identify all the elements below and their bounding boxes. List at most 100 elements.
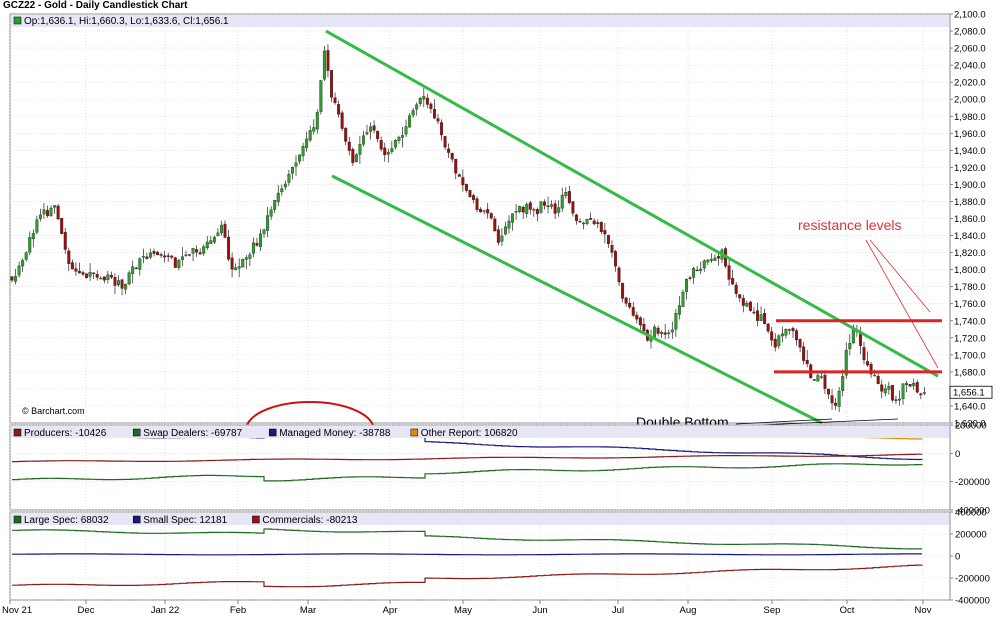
candle-body	[851, 329, 855, 344]
candle-body	[81, 272, 85, 275]
candle-body	[344, 127, 348, 142]
candle-body	[486, 209, 490, 214]
candle-body	[841, 376, 845, 391]
candle-body	[216, 232, 220, 236]
candle-body	[14, 276, 18, 282]
candle-body	[219, 224, 223, 234]
candle-body	[571, 201, 575, 214]
candle-body	[177, 259, 181, 268]
candle-body	[617, 267, 621, 283]
candle-body	[699, 268, 703, 271]
candle-body	[557, 207, 561, 213]
candle-body	[922, 392, 926, 394]
candle-body	[681, 291, 685, 307]
candle-body	[898, 398, 901, 401]
last-price-tag-box	[949, 385, 993, 399]
ohlc-legend-swatch	[13, 16, 22, 25]
candle-body	[585, 219, 589, 224]
cot-legend-label: Managed Money: -38788	[279, 428, 391, 439]
candle-body	[624, 297, 628, 304]
cot-tick-label: -200000	[955, 477, 990, 488]
candle-body	[390, 148, 394, 152]
cot-tick-label: 0	[955, 449, 960, 460]
cot-tick-label: -200000	[955, 574, 990, 585]
candle-body	[49, 207, 53, 216]
candle-body	[109, 274, 113, 278]
x-tick-label: Mar	[300, 605, 316, 616]
candle-body	[326, 50, 330, 71]
candle-body	[163, 255, 167, 258]
x-tick-label: Nov 21	[2, 605, 32, 616]
candle-body	[248, 254, 252, 259]
candle-body	[301, 145, 305, 157]
cot-panel-1-legend-bar	[11, 426, 949, 438]
candle-body	[564, 192, 568, 197]
candle-body	[322, 50, 326, 80]
candle-body	[450, 153, 454, 160]
candle-body	[418, 98, 422, 105]
candle-body	[88, 272, 92, 277]
candle-body	[188, 254, 191, 256]
candle-body	[599, 221, 603, 233]
candle-body	[915, 382, 919, 393]
candle-body	[535, 209, 539, 215]
candle-body	[262, 229, 266, 234]
candle-body	[148, 252, 152, 258]
candle-body	[74, 268, 78, 272]
candle-body	[436, 118, 440, 122]
candle-body	[869, 363, 873, 375]
candle-body	[280, 188, 284, 193]
last-price-tag: 1,656.1	[953, 388, 985, 399]
candle-body	[333, 97, 337, 103]
candle-body	[457, 174, 461, 177]
candle-body	[99, 277, 103, 280]
candle-body	[766, 323, 770, 332]
candle-body	[819, 376, 823, 378]
candle-body	[166, 255, 170, 257]
candle-body	[812, 379, 816, 381]
candle-body	[780, 333, 784, 337]
candle-body	[124, 283, 128, 290]
candle-body	[117, 280, 120, 286]
candle-body	[589, 218, 593, 220]
price-tick-label: 1,880.0	[954, 197, 986, 208]
candle-body	[823, 374, 827, 389]
price-tick-label: 1,980.0	[954, 112, 986, 123]
candle-body	[674, 313, 678, 330]
candle-body	[919, 393, 923, 396]
candle-body	[525, 204, 529, 214]
candle-body	[905, 382, 909, 385]
candle-body	[319, 80, 323, 112]
commercials-line	[12, 564, 923, 588]
resistance-pointer-2	[869, 239, 931, 313]
x-axis: Nov 21 Dec Jan 22 Feb Mar Apr May Jun Jul Aug Sep O…	[2, 600, 932, 616]
candle-body	[422, 96, 426, 100]
candle-body	[372, 125, 376, 131]
candle-body	[493, 218, 497, 232]
candle-body	[848, 343, 852, 350]
candle-body	[184, 254, 188, 256]
price-tick-label: 2,060.0	[954, 44, 986, 55]
candle-body	[748, 301, 752, 311]
candle-body	[354, 154, 358, 162]
candle-body	[738, 294, 742, 299]
cot-panel-2-legend-bar	[11, 513, 949, 525]
candle-body	[787, 329, 791, 331]
candle-body	[404, 126, 408, 135]
cot-panel-2-y-axis: 400000 200000 0 -200000 -400000	[950, 508, 990, 607]
candle-body	[251, 242, 255, 254]
candle-body	[393, 140, 397, 148]
candle-body	[170, 255, 174, 258]
candle-body	[415, 104, 419, 110]
candle-body	[70, 262, 74, 270]
candle-body	[283, 183, 287, 188]
candle-body	[656, 327, 660, 334]
candle-body	[198, 252, 202, 255]
candle-body	[475, 198, 479, 210]
candle-body	[401, 135, 404, 138]
candle-body	[337, 104, 341, 115]
candle-body	[546, 205, 550, 207]
cot-legend-label: Large Spec: 68032	[24, 515, 109, 526]
x-tick-label: Sep	[764, 605, 781, 616]
candle-body	[230, 257, 234, 270]
